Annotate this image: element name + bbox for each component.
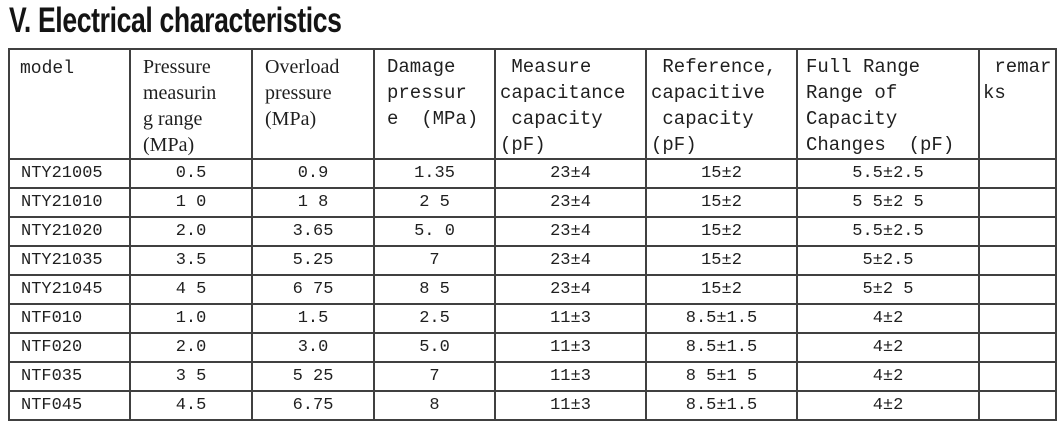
cell-pressure-range: 1 0: [129, 187, 253, 218]
cell-overload-pressure: 5.25: [251, 245, 375, 276]
cell-remarks: [978, 245, 1057, 276]
column-header-reference-capacitance: Reference, capacitive capacity (pF): [645, 48, 798, 160]
cell-reference-capacitance: 8.5±1.5: [645, 390, 798, 421]
cell-full-range-changes: 5 5±2 5: [796, 187, 980, 218]
column-header-pressure-range: Pressure measurin g range (MPa): [129, 48, 253, 160]
cell-pressure-range: 1.0: [129, 303, 253, 334]
cell-remarks: [978, 303, 1057, 334]
cell-remarks: [978, 390, 1057, 421]
electrical-characteristics-table: model Pressure measurin g range (MPa) Ov…: [8, 48, 1057, 421]
cell-reference-capacitance: 15±2: [645, 216, 798, 247]
column-header-full-range-changes: Full Range Range of Capacity Changes (pF…: [796, 48, 980, 160]
cell-damage-pressure: 5.0: [373, 332, 496, 363]
table-row: NTF010 1.0 1.5 2.5 11±3 8.5±1.5 4±2: [8, 303, 1057, 334]
cell-remarks: [978, 361, 1057, 392]
column-header-remarks: remar ks: [978, 48, 1057, 160]
column-header-overload-pressure: Overload pressure (MPa): [251, 48, 375, 160]
cell-measure-capacitance: 23±4: [494, 187, 647, 218]
table-row: NTF020 2.0 3.0 5.0 11±3 8.5±1.5 4±2: [8, 332, 1057, 363]
cell-full-range-changes: 4±2: [796, 390, 980, 421]
cell-pressure-range: 0.5: [129, 158, 253, 189]
cell-reference-capacitance: 8.5±1.5: [645, 332, 798, 363]
cell-remarks: [978, 187, 1057, 218]
cell-pressure-range: 2.0: [129, 216, 253, 247]
cell-remarks: [978, 158, 1057, 189]
cell-reference-capacitance: 8.5±1.5: [645, 303, 798, 334]
cell-pressure-range: 3 5: [129, 361, 253, 392]
cell-reference-capacitance: 15±2: [645, 274, 798, 305]
cell-remarks: [978, 216, 1057, 247]
cell-overload-pressure: 3.65: [251, 216, 375, 247]
cell-model: NTF035: [8, 361, 131, 392]
cell-model: NTF045: [8, 390, 131, 421]
column-header-damage-pressure: Damage pressur e (MPa): [373, 48, 496, 160]
cell-remarks: [978, 274, 1057, 305]
cell-overload-pressure: 1.5: [251, 303, 375, 334]
table-row: NTY21005 0.5 0.9 1.35 23±4 15±2 5.5±2.5: [8, 158, 1057, 189]
cell-full-range-changes: 5.5±2.5: [796, 158, 980, 189]
cell-overload-pressure: 5 25: [251, 361, 375, 392]
cell-overload-pressure: 0.9: [251, 158, 375, 189]
cell-full-range-changes: 5.5±2.5: [796, 216, 980, 247]
cell-reference-capacitance: 15±2: [645, 187, 798, 218]
cell-model: NTY21005: [8, 158, 131, 189]
cell-pressure-range: 4.5: [129, 390, 253, 421]
cell-measure-capacitance: 23±4: [494, 158, 647, 189]
cell-damage-pressure: 8: [373, 390, 496, 421]
cell-overload-pressure: 3.0: [251, 332, 375, 363]
cell-full-range-changes: 5±2 5: [796, 274, 980, 305]
cell-pressure-range: 2.0: [129, 332, 253, 363]
cell-full-range-changes: 4±2: [796, 303, 980, 334]
cell-model: NTY21010: [8, 187, 131, 218]
table-header-row: model Pressure measurin g range (MPa) Ov…: [8, 48, 1057, 160]
cell-full-range-changes: 5±2.5: [796, 245, 980, 276]
cell-remarks: [978, 332, 1057, 363]
cell-pressure-range: 4 5: [129, 274, 253, 305]
cell-full-range-changes: 4±2: [796, 361, 980, 392]
cell-overload-pressure: 1 8: [251, 187, 375, 218]
cell-overload-pressure: 6 75: [251, 274, 375, 305]
cell-measure-capacitance: 23±4: [494, 274, 647, 305]
cell-pressure-range: 3.5: [129, 245, 253, 276]
cell-overload-pressure: 6.75: [251, 390, 375, 421]
cell-reference-capacitance: 8 5±1 5: [645, 361, 798, 392]
table-row: NTY21045 4 5 6 75 8 5 23±4 15±2 5±2 5: [8, 274, 1057, 305]
table-row: NTY21020 2.0 3.65 5. 0 23±4 15±2 5.5±2.5: [8, 216, 1057, 247]
cell-damage-pressure: 7: [373, 245, 496, 276]
cell-reference-capacitance: 15±2: [645, 245, 798, 276]
table-row: NTY21010 1 0 1 8 2 5 23±4 15±2 5 5±2 5: [8, 187, 1057, 218]
cell-measure-capacitance: 11±3: [494, 332, 647, 363]
cell-model: NTY21020: [8, 216, 131, 247]
cell-damage-pressure: 5. 0: [373, 216, 496, 247]
cell-reference-capacitance: 15±2: [645, 158, 798, 189]
cell-model: NTF020: [8, 332, 131, 363]
cell-model: NTY21045: [8, 274, 131, 305]
cell-model: NTY21035: [8, 245, 131, 276]
cell-damage-pressure: 1.35: [373, 158, 496, 189]
column-header-measure-capacitance: Measure capacitance capacity (pF): [494, 48, 647, 160]
column-header-model: model: [8, 48, 131, 160]
cell-measure-capacitance: 11±3: [494, 361, 647, 392]
cell-measure-capacitance: 11±3: [494, 390, 647, 421]
cell-damage-pressure: 8 5: [373, 274, 496, 305]
section-title: V. Electrical characteristics: [9, 1, 342, 40]
cell-measure-capacitance: 23±4: [494, 245, 647, 276]
cell-measure-capacitance: 11±3: [494, 303, 647, 334]
table-row: NTF045 4.5 6.75 8 11±3 8.5±1.5 4±2: [8, 390, 1057, 421]
cell-full-range-changes: 4±2: [796, 332, 980, 363]
cell-model: NTF010: [8, 303, 131, 334]
table-row: NTY21035 3.5 5.25 7 23±4 15±2 5±2.5: [8, 245, 1057, 276]
cell-damage-pressure: 2.5: [373, 303, 496, 334]
cell-damage-pressure: 2 5: [373, 187, 496, 218]
cell-damage-pressure: 7: [373, 361, 496, 392]
cell-measure-capacitance: 23±4: [494, 216, 647, 247]
table-row: NTF035 3 5 5 25 7 11±3 8 5±1 5 4±2: [8, 361, 1057, 392]
